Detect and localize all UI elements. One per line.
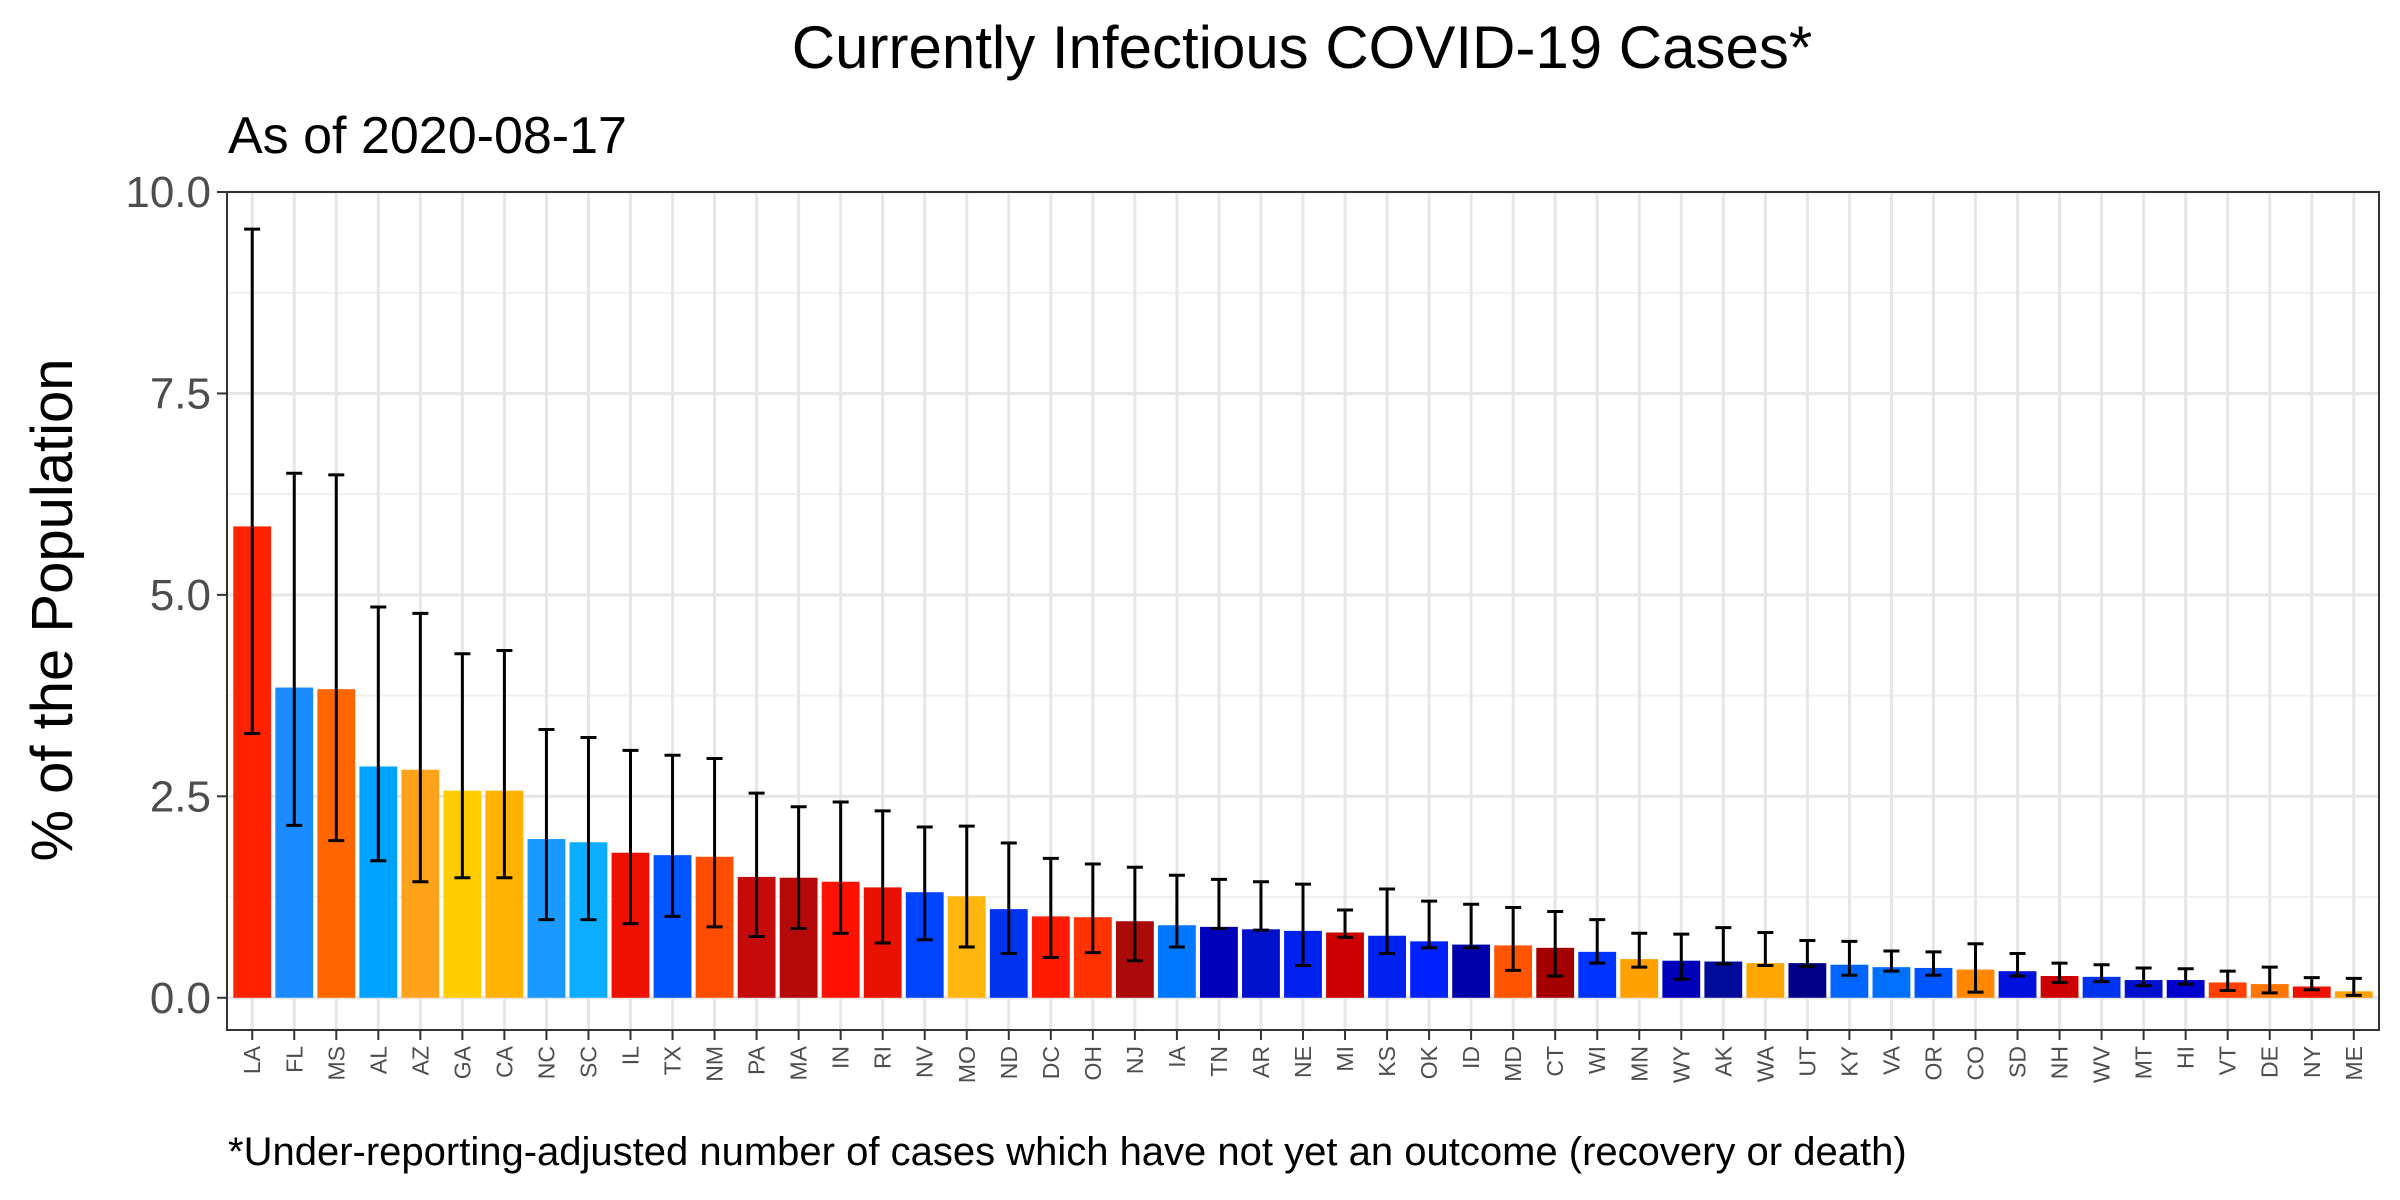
y-tick-label: 2.5 <box>150 772 211 821</box>
x-tick-label: OH <box>1080 1046 1106 1081</box>
x-tick-label: NE <box>1290 1046 1316 1078</box>
x-tick-label: NH <box>2047 1046 2073 1079</box>
x-tick-label: IA <box>1164 1045 1190 1067</box>
bar-MT <box>2124 980 2163 998</box>
bar-NY <box>2292 986 2331 998</box>
x-tick-label: NC <box>533 1046 559 1079</box>
x-tick-label: PA <box>744 1045 770 1075</box>
x-tick-label: RI <box>870 1046 896 1069</box>
x-tick-label: VT <box>2215 1046 2241 1075</box>
x-tick-label: FL <box>281 1046 307 1073</box>
plot-border <box>226 191 2380 1031</box>
x-tick-label: KS <box>1374 1046 1400 1077</box>
x-tick-label: HI <box>2173 1046 2199 1069</box>
x-tick-label: SD <box>2005 1046 2031 1078</box>
x-tick-label: DC <box>1038 1046 1064 1079</box>
x-tick-label: MA <box>786 1045 812 1080</box>
x-tick-label: MT <box>2131 1046 2157 1079</box>
chart-caption: *Under-reporting-adjusted number of case… <box>228 1130 1907 1174</box>
x-tick-label: IL <box>618 1046 644 1065</box>
x-tick-label: NJ <box>1122 1046 1148 1074</box>
bar-WV <box>2082 976 2121 998</box>
x-tick-label: OR <box>1920 1046 1946 1081</box>
x-tick-label: CT <box>1542 1046 1568 1077</box>
chart-subtitle: As of 2020-08-17 <box>228 107 627 165</box>
bar-OK <box>1410 941 1449 998</box>
x-tick-label: AL <box>365 1046 391 1074</box>
y-tick-label: 10.0 <box>125 168 211 217</box>
bar-NH <box>2040 976 2079 998</box>
x-tick-label: CA <box>491 1045 517 1078</box>
y-tick-label: 5.0 <box>150 571 211 620</box>
x-tick-label: WV <box>2089 1045 2115 1083</box>
x-tick-label: TN <box>1206 1046 1232 1077</box>
x-tick-label: NV <box>912 1045 938 1078</box>
x-tick-label: VA <box>1878 1045 1904 1075</box>
bar-WA <box>1746 963 1785 998</box>
x-tick-label: MD <box>1500 1046 1526 1082</box>
x-tick-label: OK <box>1416 1045 1442 1079</box>
error-bars <box>244 227 2362 997</box>
chart-title: Currently Infectious COVID-19 Cases* <box>792 14 1812 81</box>
x-tick-label: WI <box>1584 1046 1610 1074</box>
bars <box>233 526 2373 998</box>
x-tick-label: GA <box>449 1045 475 1079</box>
x-tick-label: WY <box>1668 1046 1694 1083</box>
x-tick-label: DE <box>2257 1046 2283 1078</box>
x-tick-label: ID <box>1458 1046 1484 1069</box>
bar-MI <box>1326 932 1364 998</box>
x-tick-label: UT <box>1794 1046 1820 1077</box>
x-tick-label: IN <box>828 1046 854 1069</box>
bar-HI <box>2166 980 2205 998</box>
bar-ID <box>1452 944 1491 998</box>
bar-AR <box>1242 929 1280 998</box>
x-tick-label: AZ <box>407 1046 433 1075</box>
x-tick-label: MO <box>954 1046 980 1083</box>
x-tick-label: AK <box>1710 1045 1736 1076</box>
x-tick-label: CO <box>1963 1046 1989 1081</box>
x-tick-label: KY <box>1836 1046 1862 1077</box>
bar-TN <box>1200 926 1238 998</box>
bar-UT <box>1788 963 1827 998</box>
x-tick-label: MI <box>1332 1046 1358 1072</box>
x-tick-label: LA <box>239 1045 265 1074</box>
x-tick-label: SC <box>575 1046 601 1078</box>
y-tick-label: 7.5 <box>150 369 211 418</box>
x-tick-label: ND <box>996 1046 1022 1079</box>
y-axis-title: % of the Population <box>20 358 85 861</box>
bar-AK <box>1704 961 1743 998</box>
x-tick-label: TX <box>660 1046 686 1075</box>
y-axis: 0.0 2.5 5.0 7.5 10.0 <box>125 168 227 1023</box>
x-tick-label: NY <box>2299 1046 2325 1078</box>
x-tick-label: NM <box>702 1046 728 1082</box>
x-tick-label: MN <box>1626 1046 1652 1082</box>
x-tick-label: MS <box>323 1046 349 1081</box>
x-tick-label: WA <box>1752 1045 1778 1082</box>
x-tick-label: AR <box>1248 1046 1274 1078</box>
x-axis: LA FL MS AL AZ GA CA NC SC IL TX NM PA MA IN RI NV MO ND DC… <box>239 1030 2367 1083</box>
y-tick-label: 0.0 <box>150 974 211 1023</box>
x-tick-label: ME <box>2341 1046 2367 1081</box>
